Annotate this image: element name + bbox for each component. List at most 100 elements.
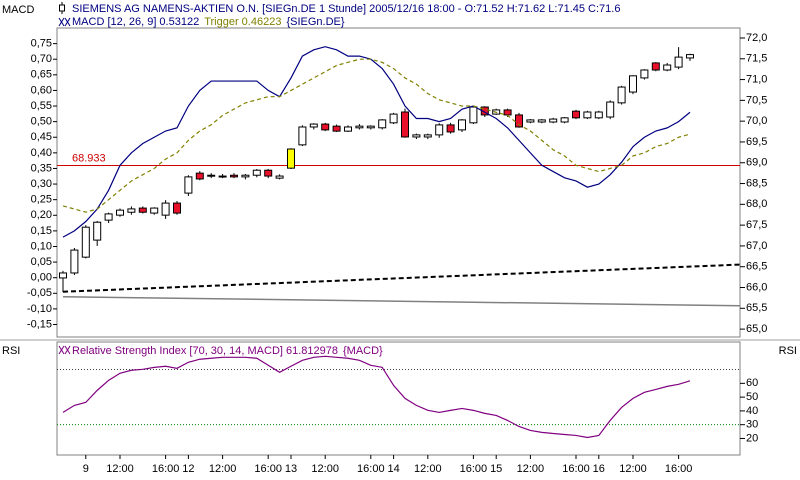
legend-entry: Relative Strength Index [70, 30, 14, MAC… xyxy=(72,345,338,357)
candle-body xyxy=(617,86,626,104)
y-tick-label: 0,30 xyxy=(31,178,52,190)
y-tick-label: 0,45 xyxy=(31,131,52,143)
candle-body xyxy=(435,124,444,136)
candle-body xyxy=(640,69,649,79)
y-tick-label: 0,65 xyxy=(31,69,52,81)
y-tick-label: 0,60 xyxy=(31,84,52,96)
candle-body xyxy=(515,114,523,128)
y2-tick-label: 68,5 xyxy=(746,177,767,189)
candle-body xyxy=(458,119,466,131)
candle-body xyxy=(332,125,341,132)
candle-body xyxy=(161,202,170,216)
y-tick-label: 0,15 xyxy=(31,225,52,237)
candle-body xyxy=(127,208,136,213)
candle-body xyxy=(104,213,113,221)
y-tick-label: 0,20 xyxy=(31,209,52,221)
series-line xyxy=(62,46,691,238)
y-tick-label: 0,75 xyxy=(31,38,52,50)
x-tick-label: 12 xyxy=(182,463,194,475)
legend-suffix: {SIEGn.DE} xyxy=(286,16,344,28)
y-tick-label: 0,35 xyxy=(31,162,52,174)
candle-body xyxy=(606,101,615,118)
rsi-legend-icon xyxy=(58,345,71,355)
legend-suffix: {MACD} xyxy=(343,345,383,357)
candle-body xyxy=(503,109,512,116)
candle-body xyxy=(412,134,421,138)
x-tick-label: 12:00 xyxy=(414,463,442,475)
candle-body xyxy=(81,226,90,258)
candle-body xyxy=(526,119,535,123)
x-tick-label: 16 xyxy=(593,463,605,475)
y-tick-label: 0,25 xyxy=(31,194,52,206)
candle-body xyxy=(560,117,569,123)
macd-legend-icon xyxy=(58,17,71,27)
y2-tick-label: 30 xyxy=(746,419,758,431)
candle-body xyxy=(207,174,216,177)
candle-body xyxy=(184,176,193,194)
y2-tick-label: 72,0 xyxy=(746,32,767,44)
x-tick-label: 15 xyxy=(490,463,502,475)
series-line xyxy=(62,355,691,439)
candle-body xyxy=(549,118,558,123)
candle-body xyxy=(629,75,637,93)
x-tick-label: 16:00 xyxy=(562,463,590,475)
y2-tick-label: 50 xyxy=(746,391,758,403)
trend-line xyxy=(62,295,741,307)
candle-legend-icon xyxy=(59,2,65,14)
x-tick-label: 16:00 xyxy=(460,463,488,475)
y-tick-label: 0,55 xyxy=(31,100,52,112)
candle-body xyxy=(366,125,375,129)
candle-body xyxy=(344,126,352,132)
candle-body xyxy=(423,134,432,138)
y2-tick-label: 70,5 xyxy=(746,94,767,106)
candle-body xyxy=(572,110,580,119)
candle-body xyxy=(389,113,398,124)
pane-label: RSI xyxy=(779,345,797,357)
y-tick-label: 0,50 xyxy=(31,116,52,128)
trend-line xyxy=(62,263,741,293)
y2-tick-label: 71,0 xyxy=(746,73,767,85)
candle-body xyxy=(150,207,159,214)
legend-entry: Trigger 0.46223 xyxy=(204,16,281,28)
reference-label: 68.933 xyxy=(72,152,106,164)
candle-body xyxy=(663,64,672,71)
candle-body xyxy=(59,272,67,279)
candle-body xyxy=(275,175,284,179)
series-line xyxy=(62,58,691,213)
x-tick-label: 16:00 xyxy=(357,463,385,475)
candle-body xyxy=(355,125,364,129)
x-tick-label: 16:00 xyxy=(152,463,180,475)
pane-label: MACD xyxy=(2,4,34,16)
candle-body xyxy=(287,148,295,169)
candle-body xyxy=(116,209,124,216)
candle-body xyxy=(195,172,204,180)
x-tick-label: 12:00 xyxy=(106,463,134,475)
y2-tick-label: 60 xyxy=(746,377,758,389)
plot-frame xyxy=(56,27,741,338)
y-tick-label: -0,10 xyxy=(27,303,52,315)
x-tick-label: 12:00 xyxy=(209,463,237,475)
y-tick-label: 0,70 xyxy=(31,53,52,65)
candle-body xyxy=(298,126,307,146)
candle-body xyxy=(583,111,592,119)
x-tick-label: 16:00 xyxy=(665,463,693,475)
candle-body xyxy=(93,221,102,241)
pane-label: RSI xyxy=(2,345,20,357)
candle-body xyxy=(378,119,387,129)
y2-tick-label: 71,5 xyxy=(746,53,767,65)
x-tick-label: 12:00 xyxy=(517,463,545,475)
candle-body xyxy=(651,62,660,71)
y-tick-label: 0,05 xyxy=(31,256,52,268)
chart-title: SIEMENS AG NAMENS-AKTIEN O.N. [SIEGn.DE … xyxy=(72,3,620,15)
candle-body xyxy=(264,169,273,177)
y2-tick-label: 69,5 xyxy=(746,136,767,148)
y2-tick-label: 66,0 xyxy=(746,281,767,293)
x-tick-label: 14 xyxy=(387,463,399,475)
y2-tick-label: 65,0 xyxy=(746,323,767,335)
candle-body xyxy=(401,111,409,138)
candle-body xyxy=(446,124,455,133)
candle-body xyxy=(594,111,603,119)
x-tick-label: 16:00 xyxy=(254,463,282,475)
